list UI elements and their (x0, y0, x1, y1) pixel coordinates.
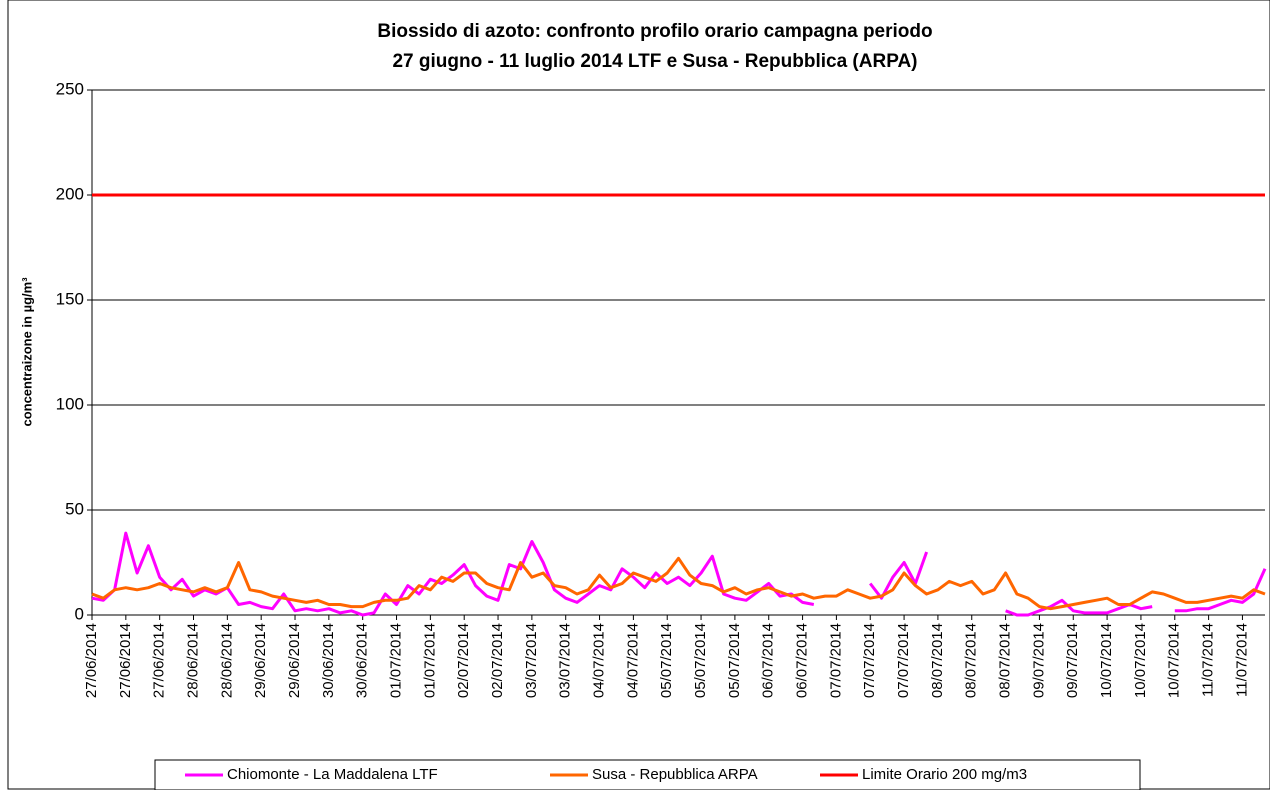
legend-label: Limite Orario 200 mg/m3 (862, 766, 1027, 783)
x-tick-label: 04/07/2014 (624, 623, 641, 698)
x-tick-label: 27/06/2014 (151, 623, 168, 698)
x-tick-label: 06/07/2014 (794, 623, 811, 698)
y-tick-label: 250 (56, 79, 84, 98)
x-tick-label: 06/07/2014 (760, 623, 777, 698)
x-tick-label: 11/07/2014 (1233, 623, 1250, 697)
legend (154, 759, 1141, 790)
legend-label: Chiomonte - La Maddalena LTF (227, 766, 438, 783)
x-tick-label: 11/07/2014 (1200, 623, 1217, 697)
x-tick-label: 04/07/2014 (591, 623, 608, 698)
x-tick-label: 10/07/2014 (1098, 623, 1115, 698)
x-tick-label: 30/06/2014 (320, 623, 337, 698)
series-line (91, 531, 1267, 617)
x-tick-label: 10/07/2014 (1166, 623, 1183, 698)
x-tick-label: 01/07/2014 (421, 623, 438, 698)
chart-border (7, 0, 1270, 790)
x-tick-label: 30/06/2014 (354, 623, 371, 698)
chart-title: Biossido di azoto: confronto profilo ora… (377, 21, 932, 42)
y-tick-label: 200 (56, 184, 84, 203)
x-tick-label: 09/07/2014 (1064, 623, 1081, 698)
chart-title: 27 giugno - 11 luglio 2014 LTF e Susa - … (392, 51, 917, 72)
x-tick-label: 03/07/2014 (557, 623, 574, 698)
x-tick-label: 07/07/2014 (861, 623, 878, 698)
x-tick-label: 02/07/2014 (489, 623, 506, 698)
x-tick-label: 27/06/2014 (83, 623, 100, 698)
y-axis-label: concentraizone in µg/m³ (19, 277, 34, 427)
legend-label: Susa - Repubblica ARPA (592, 766, 758, 783)
x-tick-label: 27/06/2014 (117, 623, 134, 698)
x-tick-label: 08/07/2014 (963, 623, 980, 698)
x-tick-label: 05/07/2014 (726, 623, 743, 698)
x-tick-label: 10/07/2014 (1132, 623, 1149, 698)
x-tick-label: 07/07/2014 (827, 623, 844, 698)
x-tick-label: 03/07/2014 (523, 623, 540, 698)
y-tick-label: 100 (56, 394, 84, 413)
x-tick-label: 07/07/2014 (895, 623, 912, 698)
x-tick-label: 08/07/2014 (997, 623, 1014, 698)
y-tick-label: 150 (56, 289, 84, 308)
x-tick-label: 29/06/2014 (252, 623, 269, 698)
y-tick-label: 50 (65, 499, 84, 518)
x-tick-label: 05/07/2014 (658, 623, 675, 698)
x-tick-label: 02/07/2014 (455, 623, 472, 698)
x-tick-label: 28/06/2014 (184, 623, 201, 698)
x-tick-label: 08/07/2014 (929, 623, 946, 698)
x-tick-label: 01/07/2014 (387, 623, 404, 698)
x-tick-label: 28/06/2014 (218, 623, 235, 698)
x-tick-label: 05/07/2014 (692, 623, 709, 698)
series-line (91, 556, 1266, 611)
x-tick-label: 09/07/2014 (1030, 623, 1047, 698)
y-tick-label: 0 (75, 604, 84, 623)
x-tick-label: 29/06/2014 (286, 623, 303, 698)
